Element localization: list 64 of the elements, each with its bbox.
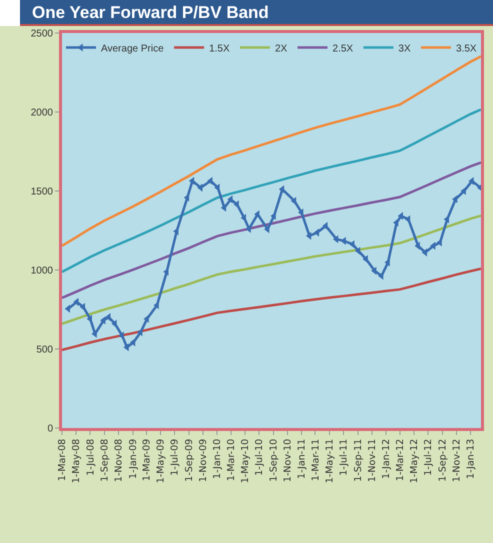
x-tick-label: 1-Nov-12 [452,438,463,482]
legend-label: 3.5X [456,43,477,54]
point [73,298,79,306]
point [422,248,428,256]
point [220,204,226,212]
point [278,185,284,194]
x-tick-label: 1-Mar-08 [57,438,68,482]
point [188,176,194,185]
x-tick-label: 1-Nov-08 [114,438,125,482]
x-tick-label: 1-Jan-12 [381,438,392,479]
point [227,195,233,204]
x-tick-label: 1-Mar-10 [226,438,237,482]
point [354,246,360,255]
x-tick-label: 1-Mar-11 [310,438,322,482]
point [306,232,312,240]
x-tick-label: 1-May-10 [240,438,251,484]
point [332,235,338,244]
line-series [62,55,481,248]
x-tick-label: 1-Jul-10 [254,438,266,476]
x-tick-label: 1-Nov-11 [366,438,378,482]
point [130,338,136,346]
x-tick-label: 1-May-11 [324,438,336,484]
point [322,222,328,230]
x-tick-label: 1-Nov-09 [198,438,210,482]
x-tick-label: 1-Sep-08 [100,438,111,482]
x-tick-label: 1-Jul-12 [423,438,434,476]
line-series [62,108,481,274]
legend-label: 2.5X [332,43,354,54]
line-series [62,267,481,352]
y-tick-label: 1500 [30,186,54,198]
point [290,196,296,205]
x-tick-label: 1-Sep-12 [437,438,448,482]
x-tick-label: 1-Mar-12 [394,438,406,482]
x-tick-label: 1-Jul-09 [170,438,181,476]
line-series [62,161,481,300]
x-tick-label: 1-Sep-09 [184,438,196,482]
x-tick-label: 1-May-12 [409,438,420,484]
chart-title: One Year Forward P/BV Band [20,0,493,26]
x-tick-label: 1-Jan-09 [128,438,139,479]
x-tick-label: 1-Sep-11 [352,438,364,482]
y-tick-label: 1000 [30,266,54,276]
y-tick-label: 0 [47,424,54,434]
x-tick-label: 1-Sep-10 [268,438,280,482]
x-tick-label: 1-May-09 [156,438,167,484]
x-tick-label: 1-Mar-09 [141,438,152,482]
y-tick-label: 2000 [30,108,54,118]
point [111,320,117,328]
x-tick-label: 1-Jan-13 [466,438,477,479]
y-tick-label: 500 [36,344,54,356]
y-tick-label: 2500 [30,28,54,40]
x-tick-label: 1-Nov-10 [282,438,294,482]
point [123,343,129,352]
line-series [62,214,481,326]
x-tick-label: 1-May-08 [71,438,82,484]
legend-label: 2X [274,43,288,54]
x-tick-label: 1-Jan-10 [212,438,224,479]
x-tick-label: 1-Jan-11 [296,438,308,479]
legend-label: Average Price [101,43,164,54]
point [314,228,320,237]
legend-label: 3X [398,43,411,54]
x-tick-label: 1-Jul-08 [85,438,96,476]
point [468,177,474,186]
x-tick-label: 1-Jul-11 [338,438,350,476]
legend-label: 1.5X [209,43,230,54]
